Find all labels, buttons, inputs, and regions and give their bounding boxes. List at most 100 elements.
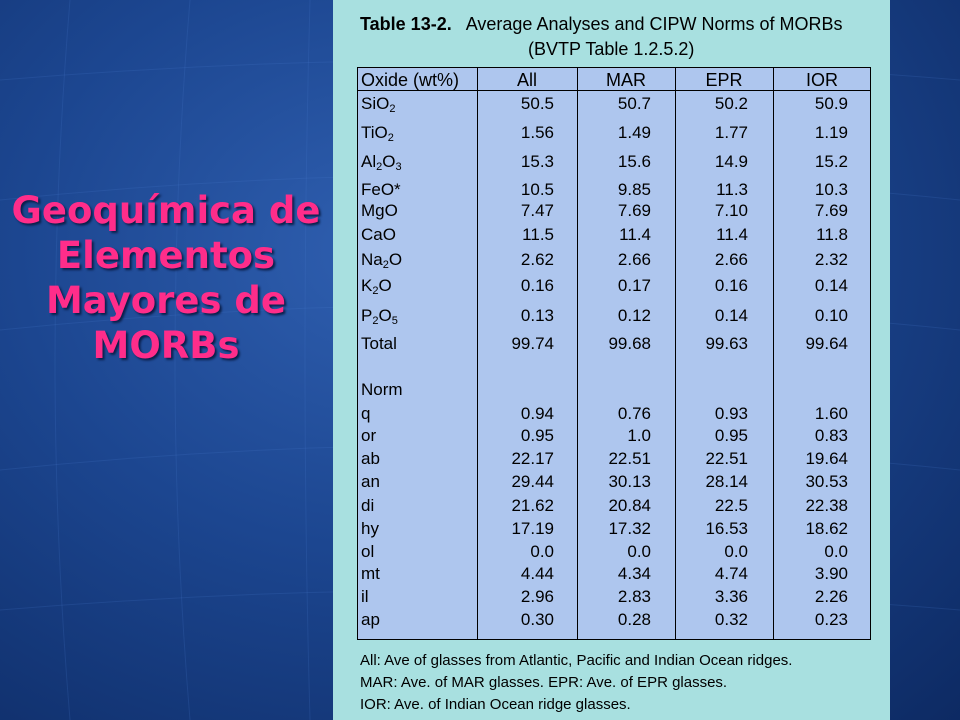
table-cell: 0.83 [814,426,848,445]
table-cell: 0.32 [714,610,748,629]
row-label-text: O [378,306,392,325]
row-label-text: FeO* [361,180,401,199]
table-number: Table 13-2. [360,14,452,34]
table-cell: 50.9 [814,94,848,113]
row-label-text: Total [361,334,397,353]
table-cell: 4.74 [714,564,748,583]
footnote: All: Ave of glasses from Atlantic, Pacif… [360,652,793,669]
row-label-subscript: 2 [382,259,389,271]
table-cell: 22.51 [705,449,748,468]
header-divider [358,90,870,91]
table-cell: 9.85 [617,180,651,199]
table-cell: 10.3 [814,180,848,199]
table-cell: 22.38 [805,496,848,515]
table-cell: 20.84 [608,496,651,515]
table-cell: 16.53 [705,519,748,538]
row-label: il [361,587,369,606]
table-cell: 0.0 [530,542,554,561]
table-cell: 4.34 [617,564,651,583]
table-cell: 2.62 [520,250,554,269]
row-label-subscript: 2 [389,103,396,115]
table-cell: 50.7 [617,94,651,113]
table-cell: 2.66 [714,250,748,269]
row-label: q [361,404,371,423]
row-label: di [361,496,375,515]
table-cell: 0.95 [520,426,554,445]
table-cell: 2.83 [617,587,651,606]
table-cell: 22.17 [511,449,554,468]
slide-title-line: Mayores de [45,279,286,322]
table-cell: 99.64 [805,334,848,353]
table-cell: 22.5 [714,496,748,515]
table-cell: 19.64 [805,449,848,468]
row-label-subscript: 2 [372,285,379,297]
row-label: Na2O [361,250,403,271]
table-cell: 11.3 [716,180,748,199]
table-cell: 11.4 [716,225,748,244]
table-cell: 2.32 [814,250,848,269]
table-cell: 15.6 [617,152,651,171]
row-label: FeO* [361,180,401,200]
table-cell: 0.13 [520,306,554,325]
table-cell: 0.10 [814,306,848,325]
slide-title-line: Elementos [56,234,276,277]
table-cell: 21.62 [511,496,554,515]
column-divider [675,68,676,639]
slide-title-line: Geoquímica de [11,189,321,232]
column-header-all: All [516,70,537,90]
column-header-oxide: Oxide (wt%) [361,70,460,90]
table-footnotes: All: Ave of glasses from Atlantic, Pacif… [360,650,880,716]
table-cell: 10.5 [520,180,554,199]
table-cell: 0.16 [714,276,748,295]
table-cell: 0.0 [824,542,848,561]
table-cell: 0.12 [617,306,651,325]
table-cell: 1.49 [617,123,651,142]
table-cell: 3.90 [814,564,848,583]
row-label-subscript: 3 [395,161,402,173]
table-cell: 7.69 [814,201,848,220]
row-label-subscript: 2 [376,161,383,173]
row-label-text: O [388,250,403,269]
table-caption-subtitle: (BVTP Table 1.2.5.2) [528,39,695,59]
slide-title: Geoquímica de Elementos Mayores de MORBs [0,188,332,368]
column-header-ior: IOR [805,70,838,90]
row-label-text: K [361,276,373,295]
table-cell: 0.76 [617,404,651,423]
table-cell: 4.44 [520,564,554,583]
row-label-subscript: 2 [387,132,394,144]
table-cell: 0.93 [714,404,748,423]
data-table: Oxide (wt%) All MAR EPR IOR SiO2 50.5 50.7… [357,67,871,640]
row-label: K2O [361,276,392,297]
table-cell: 99.74 [511,334,554,353]
row-label: an [361,472,380,491]
table-cell: 28.14 [705,472,748,491]
table-cell: 14.9 [714,152,748,171]
table-cell: 0.23 [814,610,848,629]
row-label: ol [361,542,375,561]
row-label-text: TiO [361,123,388,142]
row-label: ab [361,449,380,468]
row-label-text: O [382,152,396,171]
slide-title-line: MORBs [92,324,240,367]
table-cell: 0.94 [520,404,554,423]
table-cell: 7.10 [714,201,748,220]
row-label: CaO [361,225,396,245]
row-label: Total [361,334,397,354]
table-cell: 2.66 [617,250,651,269]
row-label: TiO2 [361,123,394,144]
table-cell: 3.36 [714,587,748,606]
column-divider [773,68,774,639]
table-cell: 7.69 [617,201,651,220]
table-cell: 30.53 [805,472,848,491]
row-label-text: P [361,306,373,325]
row-label-text: Na [361,250,383,269]
table-cell: 0.14 [714,306,748,325]
table-cell: 1.19 [814,123,848,142]
row-label-text: CaO [361,225,396,244]
table-cell: 99.68 [608,334,651,353]
table-cell: 7.47 [520,201,554,220]
table-cell: 0.0 [724,542,748,561]
table-cell: 22.51 [608,449,651,468]
table-cell: 1.77 [714,123,748,142]
table-cell: 30.13 [608,472,651,491]
